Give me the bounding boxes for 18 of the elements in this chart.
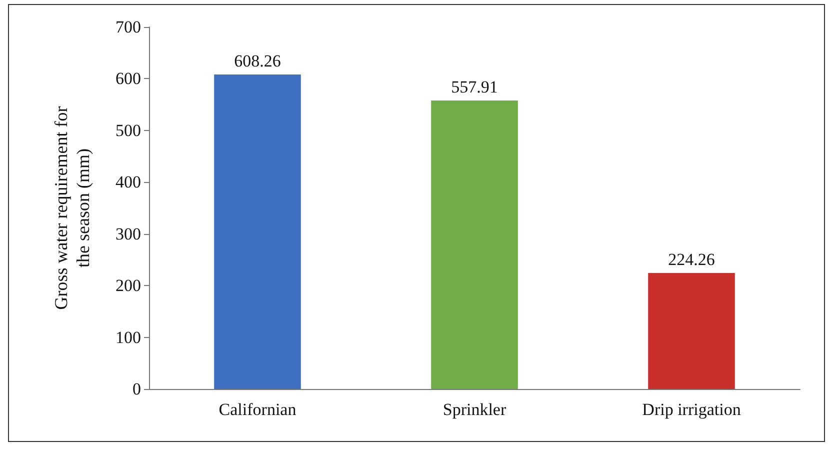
bar [214, 74, 301, 389]
y-tick-label: 0 [132, 380, 141, 398]
y-axis-title: Gross water requirement for the season (mm) [51, 106, 93, 310]
bar [648, 273, 735, 389]
y-tick-label: 100 [116, 328, 141, 347]
bar [431, 100, 518, 389]
x-tick-label: Californian [218, 400, 297, 419]
y-tick-label: 200 [116, 276, 141, 296]
y-tick-label: 300 [116, 224, 141, 244]
x-tick-label: Drip irrigation [642, 400, 742, 419]
y-tick-label: 600 [116, 69, 141, 88]
y-tick-label: 500 [116, 120, 141, 140]
data-label: 608.26 [234, 51, 281, 70]
y-tick-label: 700 [116, 18, 141, 36]
x-tick-label: Sprinkler [442, 400, 506, 419]
data-label: 557.91 [451, 77, 498, 96]
data-label: 224.26 [668, 250, 715, 270]
y-tick-label: 400 [116, 172, 141, 192]
